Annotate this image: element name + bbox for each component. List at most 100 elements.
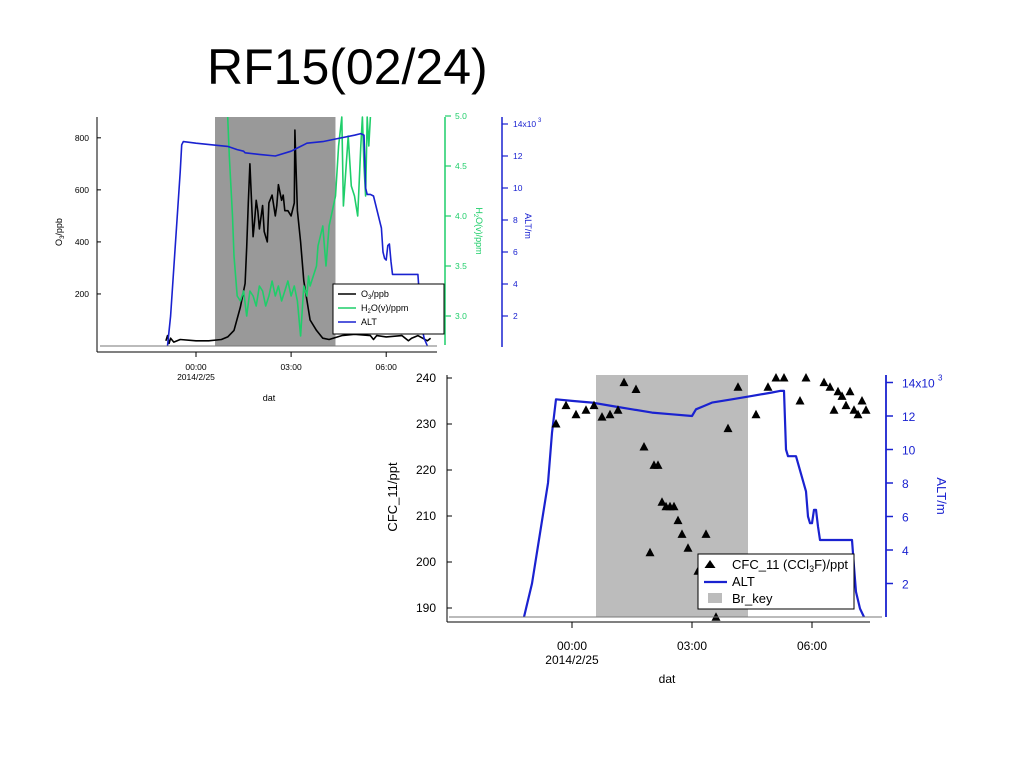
series-line-o3 — [165, 129, 432, 345]
cfc11-point — [723, 423, 733, 433]
y-left-tick-label: 200 — [75, 289, 89, 299]
triangle-marker-icon — [704, 560, 716, 568]
y-alt-tick-label: 4 — [513, 279, 518, 289]
cfc11-point — [829, 405, 839, 414]
cfc11-point — [733, 382, 743, 391]
y-alt-tick-label: 2 — [902, 578, 909, 592]
y-alt-tick-exponent: 3 — [938, 374, 943, 383]
y-alt-tick-label: 6 — [513, 247, 518, 257]
y-left-tick-label: 210 — [416, 509, 436, 523]
cfc11-point — [551, 419, 561, 428]
x-label: dat — [263, 393, 276, 403]
y-left-tick-label: 240 — [416, 371, 436, 385]
y-alt-tick-label: 4 — [902, 544, 909, 558]
legend-entry-alt: ALT — [732, 574, 755, 589]
y-h2o-tick-label: 5.0 — [455, 111, 467, 121]
y-alt-tick-label: 10 — [513, 183, 523, 193]
y-left-label: O3/ppb — [54, 218, 66, 246]
slide-title: RF15(02/24) — [207, 39, 488, 95]
cfc11-point — [779, 373, 789, 382]
cfc11-point — [631, 384, 641, 393]
cfc11-point — [849, 405, 859, 414]
cfc11-point — [771, 373, 781, 382]
x-label: dat — [659, 672, 676, 686]
legend: CFC_11 (CCl3F)/ppt ALT Br_key — [697, 553, 855, 610]
cfc11-point — [853, 409, 863, 419]
series-line-h2o — [226, 116, 372, 337]
y-left-tick-label: 190 — [416, 601, 436, 615]
y-alt-tick-label: 10 — [902, 444, 916, 458]
x-tick-label: 00:00 — [185, 362, 207, 372]
y-alt-tick-label: 14x10 — [902, 377, 935, 391]
cfc11-point — [845, 386, 855, 396]
legend-entry-h2o: H2O(v)/ppm — [361, 303, 408, 315]
y-left-label: CFC_11/ppt — [385, 462, 400, 532]
cfc11-point — [825, 382, 835, 391]
cfc11-point — [751, 409, 761, 419]
y-left-tick-label: 600 — [75, 185, 89, 195]
cfc11-point — [653, 460, 663, 469]
shaded-region — [215, 117, 336, 346]
shaded-interval — [215, 117, 336, 346]
cfc11-point — [857, 396, 867, 405]
y-right-alt-label: ALT/m — [934, 477, 949, 514]
x-tick-date: 2014/2/25 — [545, 653, 599, 667]
cfc11-point — [673, 515, 683, 525]
cfc11-point — [819, 377, 829, 387]
x-tick-date: 2014/2/25 — [177, 372, 215, 382]
y-h2o-tick-label: 4.0 — [455, 211, 467, 221]
y-left-tick-label: 200 — [416, 555, 436, 569]
cfc11-point — [613, 405, 623, 414]
legend-entry-br-key: Br_key — [732, 591, 773, 606]
cfc11-point — [561, 400, 571, 410]
y-left-tick-label: 400 — [75, 237, 89, 247]
cfc11-point — [645, 547, 655, 557]
cfc11-point — [619, 377, 629, 387]
y-left-tick-label: 800 — [75, 133, 89, 143]
y-right-alt-label: ALT/m — [523, 213, 533, 239]
cfc11-point — [795, 396, 805, 405]
series-line-alt — [166, 132, 429, 347]
legend: O3/ppb H2O(v)/ppm ALT — [332, 283, 445, 335]
x-tick-label: 06:00 — [797, 639, 827, 653]
cfc11-point — [701, 529, 711, 538]
cfc11-point — [801, 373, 811, 382]
y-alt-tick-label: 8 — [513, 215, 518, 225]
series-line-alt — [522, 389, 865, 618]
cfc11-point — [581, 405, 591, 414]
cfc11-point — [589, 400, 599, 410]
x-tick-label: 00:00 — [557, 639, 587, 653]
y-alt-tick-exponent: 3 — [538, 118, 542, 124]
cfc11-point — [639, 442, 649, 451]
swatch-icon — [708, 593, 722, 603]
y-left-tick-label: 230 — [416, 417, 436, 431]
legend-entry-alt: ALT — [361, 317, 377, 327]
cfc11-point — [711, 612, 721, 621]
cfc11-point — [669, 501, 679, 511]
y-h2o-tick-label: 4.5 — [455, 161, 467, 171]
y-alt-tick-label: 6 — [902, 511, 909, 525]
cfc11-point — [763, 382, 773, 391]
x-tick-label: 03:00 — [677, 639, 707, 653]
x-tick-label: 06:00 — [376, 362, 398, 372]
y-h2o-tick-label: 3.5 — [455, 261, 467, 271]
y-alt-tick-label: 12 — [513, 151, 523, 161]
cfc11-point — [597, 412, 607, 421]
y-h2o-tick-label: 3.0 — [455, 311, 467, 321]
cfc11-point — [837, 391, 847, 400]
y-alt-tick-label: 2 — [513, 311, 518, 321]
chart-1: 200 400 800 600 3.0 3.5 4.0 4.5 5.0 2 4 6 8 10 12 14x10… — [54, 111, 542, 403]
cfc11-point — [861, 405, 871, 414]
cfc11-point — [833, 386, 843, 396]
cfc11-point — [683, 543, 693, 552]
y-left-tick-label: 220 — [416, 463, 436, 477]
chart-2: 190 200 210 220 230 240 2 4 6 8 10 12 14x10 3 00:00201… — [385, 371, 949, 686]
y-alt-tick-label: 8 — [902, 477, 909, 491]
cfc11-point — [605, 409, 615, 419]
legend-entry-o3: O3/ppb — [361, 289, 389, 301]
y-alt-tick-label: 14x10 — [513, 119, 536, 129]
cfc11-point — [677, 529, 687, 538]
cfc11-point — [657, 497, 667, 506]
y-right-h2o-label: H2O(v)/ppm — [472, 207, 484, 254]
